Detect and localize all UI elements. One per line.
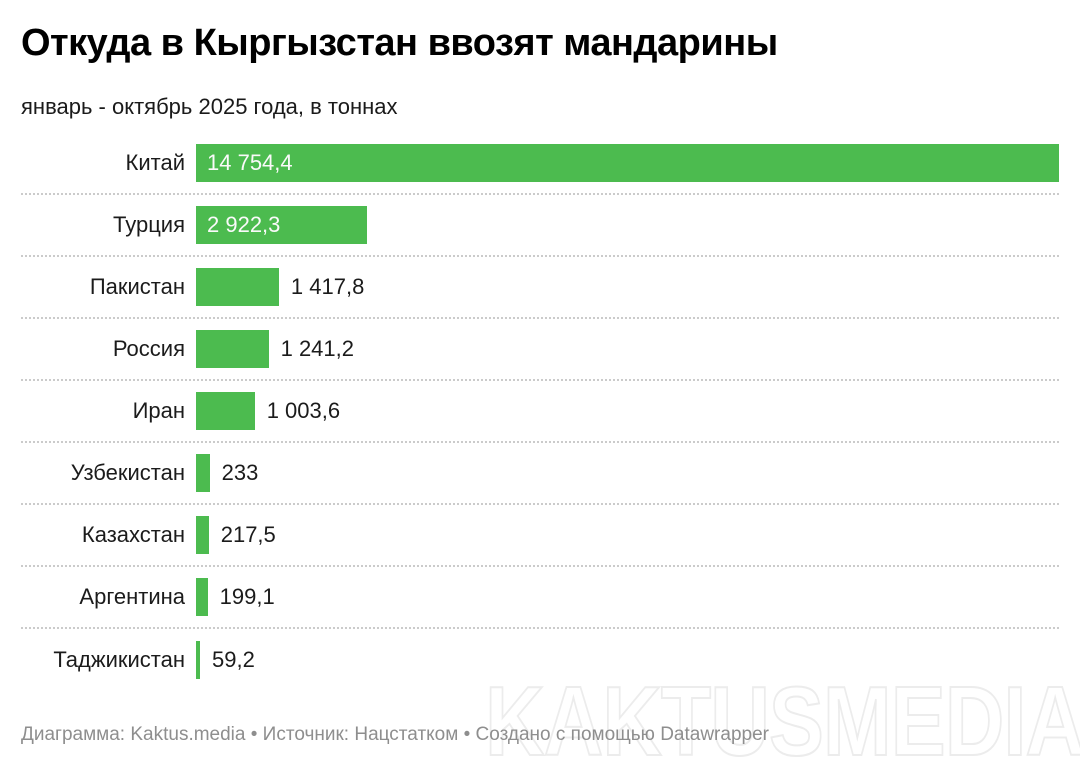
bar xyxy=(196,454,210,493)
bar-track: 14 754,4 xyxy=(196,144,1059,183)
value-label: 2 922,3 xyxy=(207,212,281,238)
bar xyxy=(196,641,200,680)
bar xyxy=(196,268,279,307)
bar-track: 59,2 xyxy=(196,641,1059,680)
bar-row: Казахстан 217,5 xyxy=(21,505,1059,568)
bar-row: Иран 1 003,6 xyxy=(21,381,1059,444)
bar-row: Китай 14 754,4 xyxy=(21,133,1059,196)
chart-header: Откуда в Кыргызстан ввозят мандарины янв… xyxy=(0,0,1080,120)
bar-row: Турция 2 922,3 xyxy=(21,195,1059,258)
category-label: Казахстан xyxy=(81,522,185,548)
value-label: 59,2 xyxy=(212,647,255,673)
bar-row: Узбекистан 233 xyxy=(21,443,1059,506)
category-label: Иран xyxy=(132,398,185,424)
value-label: 1 417,8 xyxy=(290,274,365,300)
bar-track: 1 241,2 xyxy=(196,330,1059,369)
bar-track: 1 003,6 xyxy=(196,392,1059,431)
chart-footer: Диаграмма: Kaktus.media • Источник: Нацс… xyxy=(21,724,769,745)
category-label: Китай xyxy=(125,150,185,176)
value-label: 1 241,2 xyxy=(280,336,354,362)
bar-row: Таджикистан 59,2 xyxy=(21,629,1059,691)
value-label: 199,1 xyxy=(219,584,275,610)
bar-chart: Китай 14 754,4 Турция 2 922,3 Пакистан 1 417,… xyxy=(0,133,1080,691)
category-label: Турция xyxy=(113,212,185,238)
bar xyxy=(196,516,209,555)
value-label: 233 xyxy=(221,460,259,486)
bar-track: 217,5 xyxy=(196,516,1059,555)
bar-track: 2 922,3 xyxy=(196,206,1059,245)
chart-subtitle: январь - октябрь 2025 года, в тоннах xyxy=(21,93,398,119)
category-label: Пакистан xyxy=(89,274,185,300)
bar-track: 199,1 xyxy=(196,578,1059,617)
category-label: Узбекистан xyxy=(70,460,185,486)
bar: 14 754,4 xyxy=(196,144,1059,183)
category-label: Аргентина xyxy=(79,584,185,610)
bar: 2 922,3 xyxy=(196,206,367,245)
bar xyxy=(196,392,255,431)
value-label: 1 003,6 xyxy=(266,398,341,424)
bar xyxy=(196,578,208,617)
bar-track: 233 xyxy=(196,454,1059,493)
bar-row: Россия 1 241,2 xyxy=(21,319,1059,382)
bar xyxy=(196,330,269,369)
bar-row: Аргентина 199,1 xyxy=(21,567,1059,630)
value-label: 217,5 xyxy=(220,522,276,548)
bar-track: 1 417,8 xyxy=(196,268,1059,307)
value-label: 14 754,4 xyxy=(207,150,293,176)
chart-title: Откуда в Кыргызстан ввозят мандарины xyxy=(21,22,778,64)
category-label: Таджикистан xyxy=(53,647,185,673)
bar-row: Пакистан 1 417,8 xyxy=(21,257,1059,320)
category-label: Россия xyxy=(112,336,185,362)
